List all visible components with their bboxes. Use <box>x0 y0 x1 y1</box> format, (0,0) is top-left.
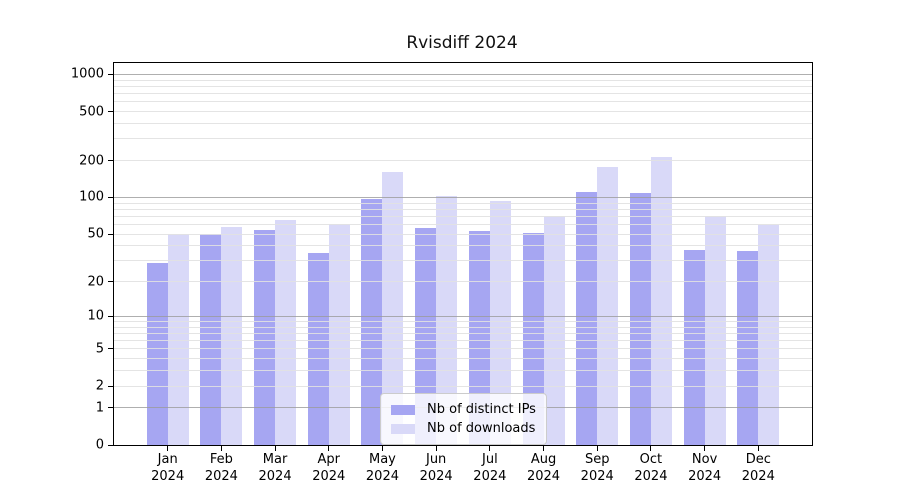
minor-gridline <box>114 160 812 162</box>
chart-title: Rvisdiff 2024 <box>406 33 518 53</box>
bar-downloads-jul <box>489 200 511 445</box>
bar-distinct-ips-feb <box>200 234 222 445</box>
bar-downloads-jun <box>436 195 458 445</box>
minor-gridline <box>114 79 812 81</box>
bar-distinct-ips-nov <box>683 249 705 445</box>
bar-distinct-ips-jan <box>146 262 168 445</box>
bar-distinct-ips-oct <box>629 193 651 445</box>
minor-gridline <box>114 123 812 124</box>
minor-gridline <box>114 85 812 87</box>
x-tick-label: Oct 2024 <box>634 452 668 484</box>
x-tick-mark <box>596 446 598 451</box>
bar-downloads-may <box>382 171 404 445</box>
x-tick-label: May 2024 <box>365 452 399 484</box>
bar-distinct-ips-aug <box>522 233 544 445</box>
bar-distinct-ips-dec <box>737 251 759 445</box>
x-tick-label: Apr 2024 <box>312 452 346 484</box>
bar-downloads-jan <box>167 234 189 445</box>
x-tick-mark <box>543 446 545 451</box>
y-tick-label: 50 <box>87 226 104 242</box>
y-tick-label: 1000 <box>70 66 104 82</box>
y-tick-mark <box>108 160 113 162</box>
bar-distinct-ips-jul <box>468 231 490 445</box>
bar-distinct-ips-mar <box>254 230 276 445</box>
y-tick-label: 1 <box>95 400 104 416</box>
x-tick-mark <box>328 446 330 451</box>
bar-downloads-apr <box>328 223 350 445</box>
legend-label: Nb of distinct IPs <box>427 402 536 417</box>
bar-downloads-sep <box>597 167 619 445</box>
legend-item: Nb of distinct IPs <box>391 400 536 419</box>
x-tick-mark <box>167 446 169 451</box>
bar-downloads-oct <box>650 156 672 445</box>
y-tick-mark <box>108 385 113 387</box>
x-tick-label: Mar 2024 <box>258 452 292 484</box>
x-tick-mark <box>489 446 491 451</box>
x-tick-label: Jan 2024 <box>151 452 185 484</box>
bar-distinct-ips-jun <box>415 228 437 445</box>
major-gridline <box>114 196 812 198</box>
minor-gridline <box>114 138 812 140</box>
bar-downloads-mar <box>275 219 297 445</box>
legend-swatch <box>391 423 415 434</box>
y-tick-mark <box>108 444 113 446</box>
y-tick-label: 500 <box>79 104 104 120</box>
x-tick-mark <box>274 446 276 451</box>
bar-distinct-ips-apr <box>307 252 329 445</box>
x-tick-mark <box>381 446 383 451</box>
y-tick-label: 20 <box>87 274 104 290</box>
y-tick-mark <box>108 348 113 350</box>
x-tick-mark <box>704 446 706 451</box>
x-tick-mark <box>220 446 222 451</box>
y-tick-mark <box>108 315 113 317</box>
bar-downloads-aug <box>543 215 565 445</box>
bar-downloads-dec <box>758 224 780 445</box>
minor-gridline <box>114 111 812 113</box>
major-gridline <box>114 73 812 75</box>
y-tick-mark <box>108 281 113 283</box>
x-tick-label: Feb 2024 <box>204 452 238 484</box>
y-tick-label: 10 <box>87 308 104 324</box>
y-tick-label: 0 <box>95 437 104 453</box>
minor-gridline <box>114 202 812 204</box>
y-tick-mark <box>108 233 113 235</box>
x-tick-mark <box>757 446 759 451</box>
y-tick-mark <box>108 196 113 198</box>
plot-area: 0 1 2 5 10 20 50 100 200 500 1000 Jan 2024 Feb 2024 Ma… <box>71 62 813 484</box>
x-tick-label: Sep 2024 <box>580 452 614 484</box>
legend: Nb of distinct IPs Nb of downloads <box>380 393 547 445</box>
legend-swatch <box>391 404 415 415</box>
y-tick-label: 200 <box>79 153 104 169</box>
x-tick-label: Jul 2024 <box>473 452 507 484</box>
minor-gridline <box>114 101 812 103</box>
x-tick-label: Jun 2024 <box>419 452 453 484</box>
bar-downloads-nov <box>704 216 726 445</box>
y-tick-mark <box>108 111 113 113</box>
x-tick-label: Nov 2024 <box>688 452 722 484</box>
y-tick-label: 5 <box>95 341 104 357</box>
y-tick-label: 2 <box>95 378 104 394</box>
x-tick-mark <box>650 446 652 451</box>
minor-gridline <box>114 208 812 210</box>
y-tick-mark <box>108 73 113 75</box>
bar-downloads-feb <box>221 227 243 445</box>
x-tick-label: Aug 2024 <box>526 452 561 484</box>
x-tick-label: Dec 2024 <box>741 452 775 484</box>
minor-gridline <box>114 93 812 95</box>
y-tick-label: 100 <box>79 189 104 205</box>
x-tick-mark <box>435 446 437 451</box>
legend-label: Nb of downloads <box>427 421 536 436</box>
bar-distinct-ips-sep <box>576 192 598 445</box>
legend-item: Nb of downloads <box>391 419 536 438</box>
y-tick-mark <box>108 407 113 409</box>
